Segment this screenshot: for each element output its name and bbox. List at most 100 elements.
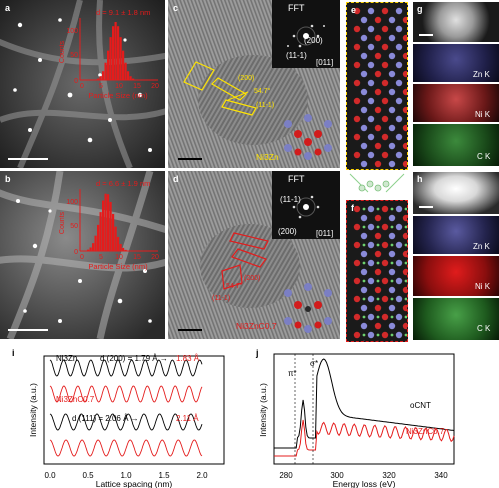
atom-column <box>374 286 382 294</box>
atom-column <box>402 214 407 222</box>
atom-column <box>374 34 382 42</box>
x-axis-label: Energy loss (eV) <box>333 479 396 488</box>
atom-column <box>402 124 407 132</box>
x-tick: 0 <box>80 254 84 261</box>
panel-d: d FFT (11-1) (200) [011] (200) 54.7° (11… <box>168 171 340 339</box>
x-tick: 280 <box>279 471 293 480</box>
atom-column <box>381 7 389 15</box>
atom-column <box>367 7 375 15</box>
scale-bar <box>8 158 48 160</box>
atom-column <box>353 43 361 51</box>
atom-column <box>374 304 382 312</box>
spacing-annotation: d (111) = 2.06 Å → <box>72 414 139 423</box>
atom-column <box>374 268 382 276</box>
atom-column <box>360 52 368 60</box>
carbon-atom <box>362 279 366 283</box>
atomic-column-image <box>353 7 407 168</box>
carbon-atom <box>390 315 394 319</box>
atom-column <box>353 25 361 33</box>
atom-column <box>395 277 403 285</box>
atom-column <box>388 52 396 60</box>
atom-column <box>374 124 382 132</box>
atom-column <box>402 34 407 42</box>
atom-column <box>367 61 375 69</box>
atom-column <box>381 223 389 231</box>
plane-label: (200) <box>238 75 255 82</box>
x-tick: 2.0 <box>196 471 208 480</box>
histogram-bar <box>87 249 90 251</box>
atom-column <box>360 106 368 114</box>
x-tick: 5 <box>99 83 103 90</box>
atom-column <box>402 88 407 96</box>
atom-column <box>381 115 389 123</box>
x-tick: 0 <box>80 83 84 90</box>
atom-column <box>388 124 396 132</box>
atom-column <box>353 115 361 123</box>
spacing-value: 1.83 Å <box>176 354 200 363</box>
histogram-bar <box>109 37 112 80</box>
lattice-profile-line <box>49 385 203 403</box>
scale-bar <box>419 34 433 36</box>
atom-column <box>374 250 382 258</box>
panel-a: a 0 50 100 0 5 10 15 20 Particle Size (n… <box>0 0 165 168</box>
scale-bar <box>178 329 202 331</box>
eels-chart: 280 300 320 340 Energy loss (eV) Intensi… <box>258 353 455 488</box>
atom-column <box>367 295 375 303</box>
atom-column <box>395 97 403 105</box>
histogram-inset: 0 50 100 0 5 10 15 20 Particle Size (nm)… <box>59 189 159 271</box>
size-annotation: d = 9.1 ± 1.8 nm <box>96 8 151 17</box>
atom-column <box>360 232 368 240</box>
atom-column <box>395 61 403 69</box>
carbon-atom <box>376 243 380 247</box>
y-tick: 50 <box>70 52 78 59</box>
atom-column <box>388 70 396 78</box>
atom-column <box>395 205 403 213</box>
series-label: Ni3Zn <box>56 354 78 363</box>
atom-column <box>360 70 368 78</box>
peak-label: π* <box>288 369 297 378</box>
c-map <box>413 298 499 340</box>
series-label: Ni3ZnC0.7 <box>56 395 95 404</box>
y-tick: 50 <box>70 223 78 230</box>
atom-column <box>388 214 396 222</box>
plane-label: (200) <box>244 275 261 282</box>
atom-column <box>367 241 375 249</box>
atom-column <box>388 232 396 240</box>
x-tick: 1.0 <box>120 471 132 480</box>
atom-column <box>381 295 389 303</box>
atom-column <box>395 313 403 321</box>
atom-column <box>362 340 366 341</box>
phase-label: Ni3Zn <box>256 152 279 162</box>
atom-column <box>353 295 361 303</box>
atom-column <box>381 79 389 87</box>
atom-column <box>388 322 396 330</box>
histogram-bar <box>99 76 102 80</box>
angle-label: 54.7° <box>226 283 243 290</box>
carbon-atom <box>362 225 366 229</box>
atom-column <box>395 223 403 231</box>
lattice-overlay <box>221 232 269 290</box>
series-label: oCNT <box>410 401 431 410</box>
element-label: C K <box>477 324 491 333</box>
atom-column <box>381 43 389 51</box>
atom-column <box>360 16 368 24</box>
element-label: Zn K <box>473 70 490 79</box>
atom-column <box>374 52 382 60</box>
angle-label: 54.7° <box>254 88 271 95</box>
peak-label: σ* <box>310 359 318 368</box>
x-tick: 15 <box>133 254 141 261</box>
carbon-atom <box>404 243 407 247</box>
plane-label: (11-1) <box>256 102 275 109</box>
atom-column <box>395 151 403 159</box>
panel-label: d <box>173 174 179 184</box>
panel-label: f <box>351 203 354 213</box>
atom-column <box>402 160 407 168</box>
atom-column <box>367 331 375 339</box>
scale-bar <box>8 329 48 331</box>
atom-column <box>374 70 382 78</box>
x-tick: 0.0 <box>44 471 56 480</box>
carbon-atom <box>362 297 366 301</box>
atom-column <box>395 115 403 123</box>
atom-column <box>360 160 368 168</box>
x-axis-label: Particle Size (nm) <box>88 262 148 271</box>
